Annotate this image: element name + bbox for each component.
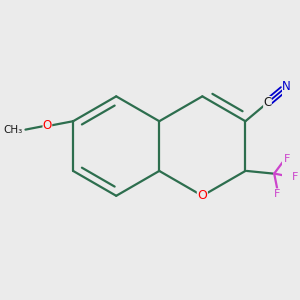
Text: C: C	[263, 96, 272, 109]
Text: CH₃: CH₃	[3, 124, 22, 135]
Text: F: F	[274, 189, 280, 199]
Text: F: F	[292, 172, 299, 182]
Text: O: O	[43, 119, 52, 132]
Text: N: N	[282, 80, 291, 93]
Text: O: O	[197, 189, 207, 202]
Text: F: F	[284, 154, 290, 164]
